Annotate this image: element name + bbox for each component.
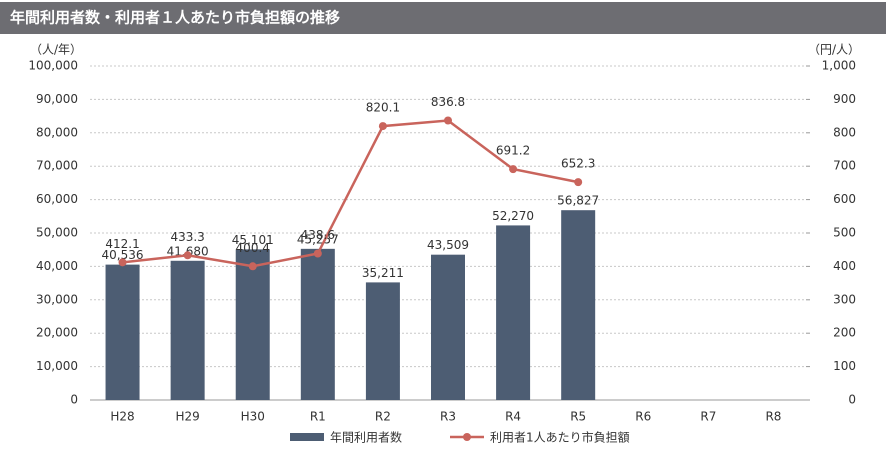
y2-tick-label: 0 [848,393,856,407]
line-value-label: 400.4 [236,241,270,255]
x-tick-label: R5 [570,410,586,424]
y2-tick-label: 200 [833,326,856,340]
bar [105,264,140,400]
line-value-label: 820.1 [366,101,400,115]
y2-tick-label: 400 [833,259,856,273]
y2-tick-label: 800 [833,125,856,139]
bar [300,248,335,400]
x-tick-label: H28 [110,410,134,424]
bar-value-label: 43,509 [427,238,469,252]
line-point [183,251,192,260]
legend-swatch [463,433,471,441]
line-point [248,262,257,271]
x-tick-label: R8 [765,410,781,424]
bar-value-label: 56,827 [557,194,599,208]
y-tick-label: 80,000 [36,125,78,139]
y2-axis-label: （円/人） [808,43,860,57]
y-tick-label: 20,000 [36,326,78,340]
y-tick-label: 10,000 [36,359,78,373]
line-value-label: 652.3 [561,157,595,171]
legend-label: 年間利用者数 [330,430,402,445]
y-tick-label: 30,000 [36,292,78,306]
y2-tick-label: 500 [833,226,856,240]
bar [235,249,270,400]
x-tick-label: H30 [241,410,265,424]
bar [431,254,465,400]
chart-title: 年間利用者数・利用者１人あたり市負担額の推移 [10,9,340,27]
line-value-label: 691.2 [496,144,530,158]
bar-value-label: 52,270 [492,209,534,223]
x-tick-label: R1 [310,410,326,424]
line-value-label: 412.1 [105,237,139,251]
y-tick-label: 40,000 [36,259,78,273]
line-point [118,258,127,267]
x-tick-label: R4 [505,410,521,424]
line-value-label: 433.3 [170,230,204,244]
line [122,119,579,268]
line-point [509,165,518,174]
y2-tick-label: 700 [833,159,856,173]
y-tick-label: 60,000 [36,192,78,206]
line-point [574,178,583,187]
y2-tick-label: 600 [833,192,856,206]
y-axis-label: （人/年） [30,43,82,57]
x-tick-label: R6 [635,410,651,424]
y2-tick-label: 900 [833,92,856,106]
title-banner [0,2,886,34]
line-point [313,249,322,258]
x-tick-label: H29 [175,410,199,424]
bar-value-label: 40,536 [102,248,144,262]
y-tick-label: 90,000 [36,92,78,106]
y-tick-label: 70,000 [36,159,78,173]
y-tick-label: 0 [70,393,78,407]
legend-label: 利用者1人あたり市負担額 [490,430,630,445]
y2-tick-label: 300 [833,292,856,306]
x-tick-label: R7 [700,410,716,424]
line-point [444,116,452,125]
y2-tick-label: 100 [833,359,856,373]
bar [496,225,531,400]
line-value-label: 438.6 [301,228,335,242]
bar [365,282,400,400]
bar [561,210,596,400]
x-tick-label: R3 [440,410,456,424]
y-tick-label: 100,000 [28,59,78,73]
bar [170,260,205,400]
bar-value-label: 45,257 [297,232,339,246]
line-point [378,122,387,131]
y-tick-label: 50,000 [36,226,78,240]
bar-value-label: 35,211 [362,266,404,280]
y2-tick-label: 1,000 [822,59,856,73]
bar-value-label: 45,101 [232,233,274,247]
legend-swatch [290,433,324,441]
line-value-label: 836.8 [431,95,465,109]
x-tick-label: R2 [375,410,391,424]
